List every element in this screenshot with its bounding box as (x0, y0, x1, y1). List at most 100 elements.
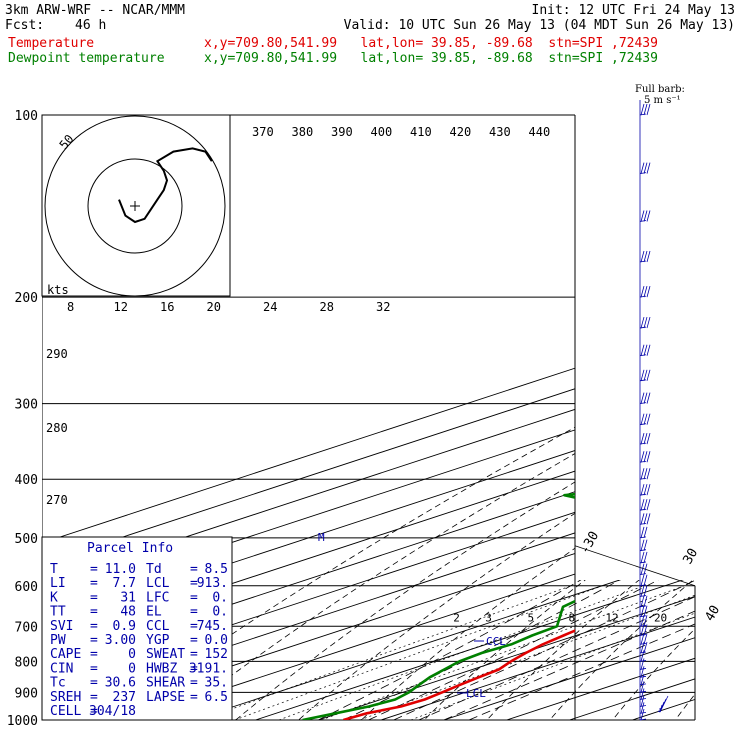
parcel-field-label: LFC (146, 590, 169, 605)
wind-barb (643, 484, 648, 496)
parcel-field-value: 31 (120, 590, 136, 605)
isotherm-line (42, 115, 695, 720)
theta-label: 280 (46, 421, 68, 435)
wind-barb (643, 103, 648, 116)
parcel-equals: = (190, 690, 198, 705)
parcel-equals: = (90, 562, 98, 577)
parcel-equals: = (190, 576, 198, 591)
wind-barb (640, 499, 645, 511)
wind-barb (640, 316, 645, 329)
parcel-equals: = (90, 590, 98, 605)
parcel-equals: = (90, 576, 98, 591)
mixing-ratio-label: 20 (654, 611, 667, 624)
parcel-equals: = (190, 661, 198, 676)
parcel-field-label: LCL (146, 576, 170, 591)
parcel-equals: = (90, 619, 98, 634)
wind-barb (640, 103, 645, 116)
parcel-field-label: PW (50, 633, 66, 648)
wind-barb (640, 433, 645, 445)
parcel-field-value: 152 (205, 647, 228, 662)
wind-barb (640, 688, 645, 700)
pressure-label: 600 (15, 580, 38, 595)
hodograph-units: kts (47, 283, 69, 297)
dry-adiabat (665, 115, 695, 720)
wind-barb (646, 499, 651, 511)
parcel-field-value: 6.5 (205, 690, 228, 705)
pressure-label: 800 (15, 655, 38, 670)
isotherm-line (380, 115, 695, 720)
isotherm-line (42, 115, 695, 720)
el-marker: M (318, 531, 325, 544)
wind-barb (646, 316, 651, 329)
model-title: 3km ARW-WRF -- NCAR/MMM (5, 3, 186, 18)
parcel-field-label: LI (50, 576, 66, 591)
wind-barb (643, 633, 648, 645)
parcel-equals: = (90, 661, 98, 676)
parcel-field-label: SREH (50, 690, 81, 705)
wind-barb (640, 162, 645, 174)
barb-legend-value: 5 m s⁻¹ (644, 95, 681, 106)
wind-barb (646, 250, 651, 263)
parcel-field-value: 8.5 (205, 562, 228, 577)
parcel-equals: = (190, 562, 198, 577)
isotherm-line (192, 115, 695, 720)
isotherm-line (66, 115, 695, 720)
parcel-field-value: 0. (212, 605, 228, 620)
parcel-info-title: Parcel Info (87, 541, 173, 556)
isotherm-line (255, 115, 695, 720)
isotherm-line (42, 115, 695, 720)
lcl-marker: LCL (466, 687, 486, 700)
wind-barb (643, 433, 648, 445)
temperature-location: x,y=709.80,541.99 lat,lon= 39.85, -89.68… (204, 36, 658, 51)
mixing-ratio-label: 2 (453, 611, 460, 624)
parcel-field-label: Td (146, 562, 162, 577)
parcel-field-value: 7.7 (113, 576, 136, 591)
parcel-equals: = (90, 676, 98, 691)
parcel-field-label: TT (50, 605, 66, 620)
parcel-panel-frame (41, 536, 233, 721)
theta-label: 370 (252, 125, 274, 139)
forecast-hour: 46 h (75, 18, 107, 33)
valid-time: Valid: 10 UTC Sun 26 May 13 (04 MDT Sun … (343, 18, 735, 33)
wind-barb (646, 468, 651, 480)
barb-legend-title: Full barb: (635, 84, 685, 95)
parcel-equals: = (90, 647, 98, 662)
parcel-field-value: 0.9 (113, 619, 136, 634)
hodograph-trace (118, 147, 213, 224)
mixing-ratio-line (359, 585, 695, 720)
isotherm-side-label: 30 (680, 546, 701, 567)
wind-barb (640, 369, 645, 381)
parcel-field-value: 30.6 (105, 676, 136, 691)
parcel-field-label: HWBZ (146, 661, 177, 676)
pressure-label: 500 (15, 532, 38, 547)
parcel-field-value: 0 (128, 647, 136, 662)
isotherm-line (129, 115, 695, 720)
wind-barb (640, 468, 645, 480)
wind-barb (640, 344, 645, 356)
speed-axis-label: 8 (67, 300, 74, 314)
parcel-field-label: SWEAT (146, 647, 185, 662)
parcel-field-label: Tc (50, 676, 66, 691)
parcel-field-value: 0 (128, 661, 136, 676)
speed-axis-label: 32 (376, 300, 390, 314)
wind-barb (643, 574, 648, 586)
speed-axis-label: 12 (114, 300, 128, 314)
parcel-field-value: 913. (197, 576, 228, 591)
wind-barb (640, 615, 645, 627)
parcel-equals: = (190, 605, 198, 620)
wind-barb (640, 624, 645, 636)
wind-barb (640, 702, 645, 714)
theta-label: 390 (331, 125, 353, 139)
parcel-field-value: 237 (113, 690, 136, 705)
wind-barb (643, 499, 648, 511)
wind-barb (646, 210, 651, 222)
speed-axis-label: 16 (160, 300, 174, 314)
dry-adiabat (283, 115, 695, 720)
lower-panel-corner (574, 545, 696, 587)
dry-adiabat (411, 115, 695, 720)
wind-barb (640, 526, 645, 538)
wind-barb (646, 433, 651, 445)
theta-label: 400 (371, 125, 393, 139)
